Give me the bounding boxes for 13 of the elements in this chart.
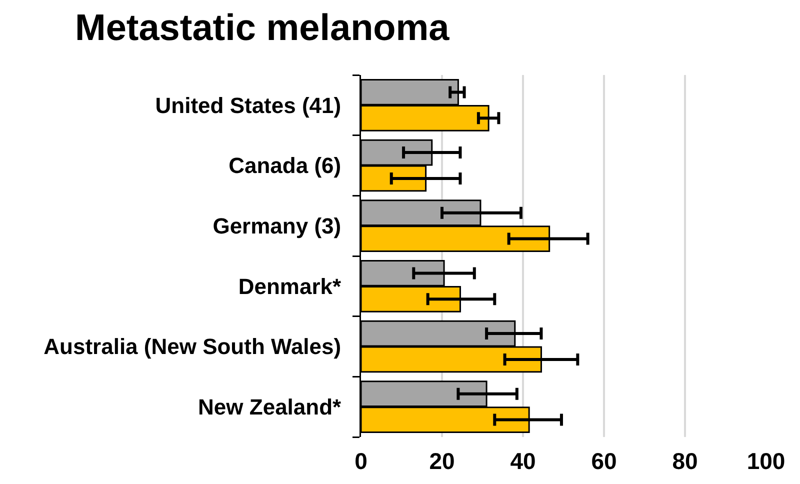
x-tick-label: 80 [672,448,698,474]
x-tick-label: 20 [429,448,455,474]
y-tick-label: United States (41) [155,92,342,118]
chart-title: Metastatic melanoma [75,6,450,48]
x-tick-label: 60 [591,448,617,474]
y-tick-label: Canada (6) [228,153,342,178]
y-tick-label: Australia (New South Wales) [44,334,342,360]
x-tick-label: 0 [354,448,368,474]
y-tick-label: Denmark* [238,274,342,299]
y-tick-label: New Zealand* [198,394,342,420]
x-tick-label: 100 [746,448,786,474]
y-tick-label: Germany (3) [212,214,342,239]
x-tick-label: 40 [510,448,536,474]
